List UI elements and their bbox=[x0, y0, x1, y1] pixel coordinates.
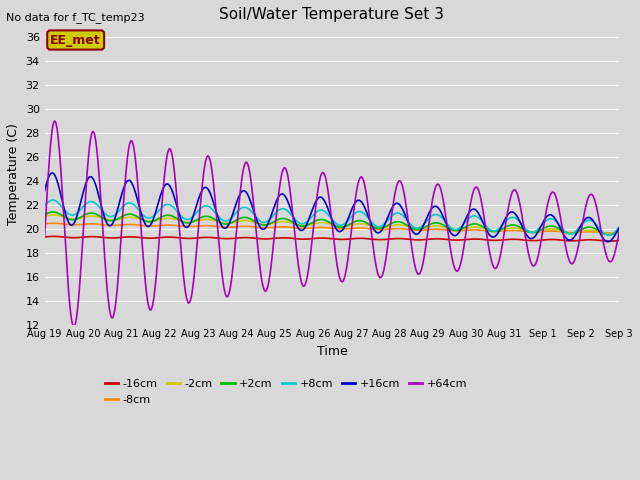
Legend: -16cm, -8cm, -2cm, +2cm, +8cm, +16cm, +64cm: -16cm, -8cm, -2cm, +2cm, +8cm, +16cm, +6… bbox=[100, 374, 472, 409]
Text: EE_met: EE_met bbox=[51, 34, 101, 47]
Text: No data for f_TC_temp23: No data for f_TC_temp23 bbox=[6, 12, 145, 23]
X-axis label: Time: Time bbox=[317, 345, 348, 358]
Title: Soil/Water Temperature Set 3: Soil/Water Temperature Set 3 bbox=[220, 7, 444, 22]
Y-axis label: Temperature (C): Temperature (C) bbox=[7, 123, 20, 226]
